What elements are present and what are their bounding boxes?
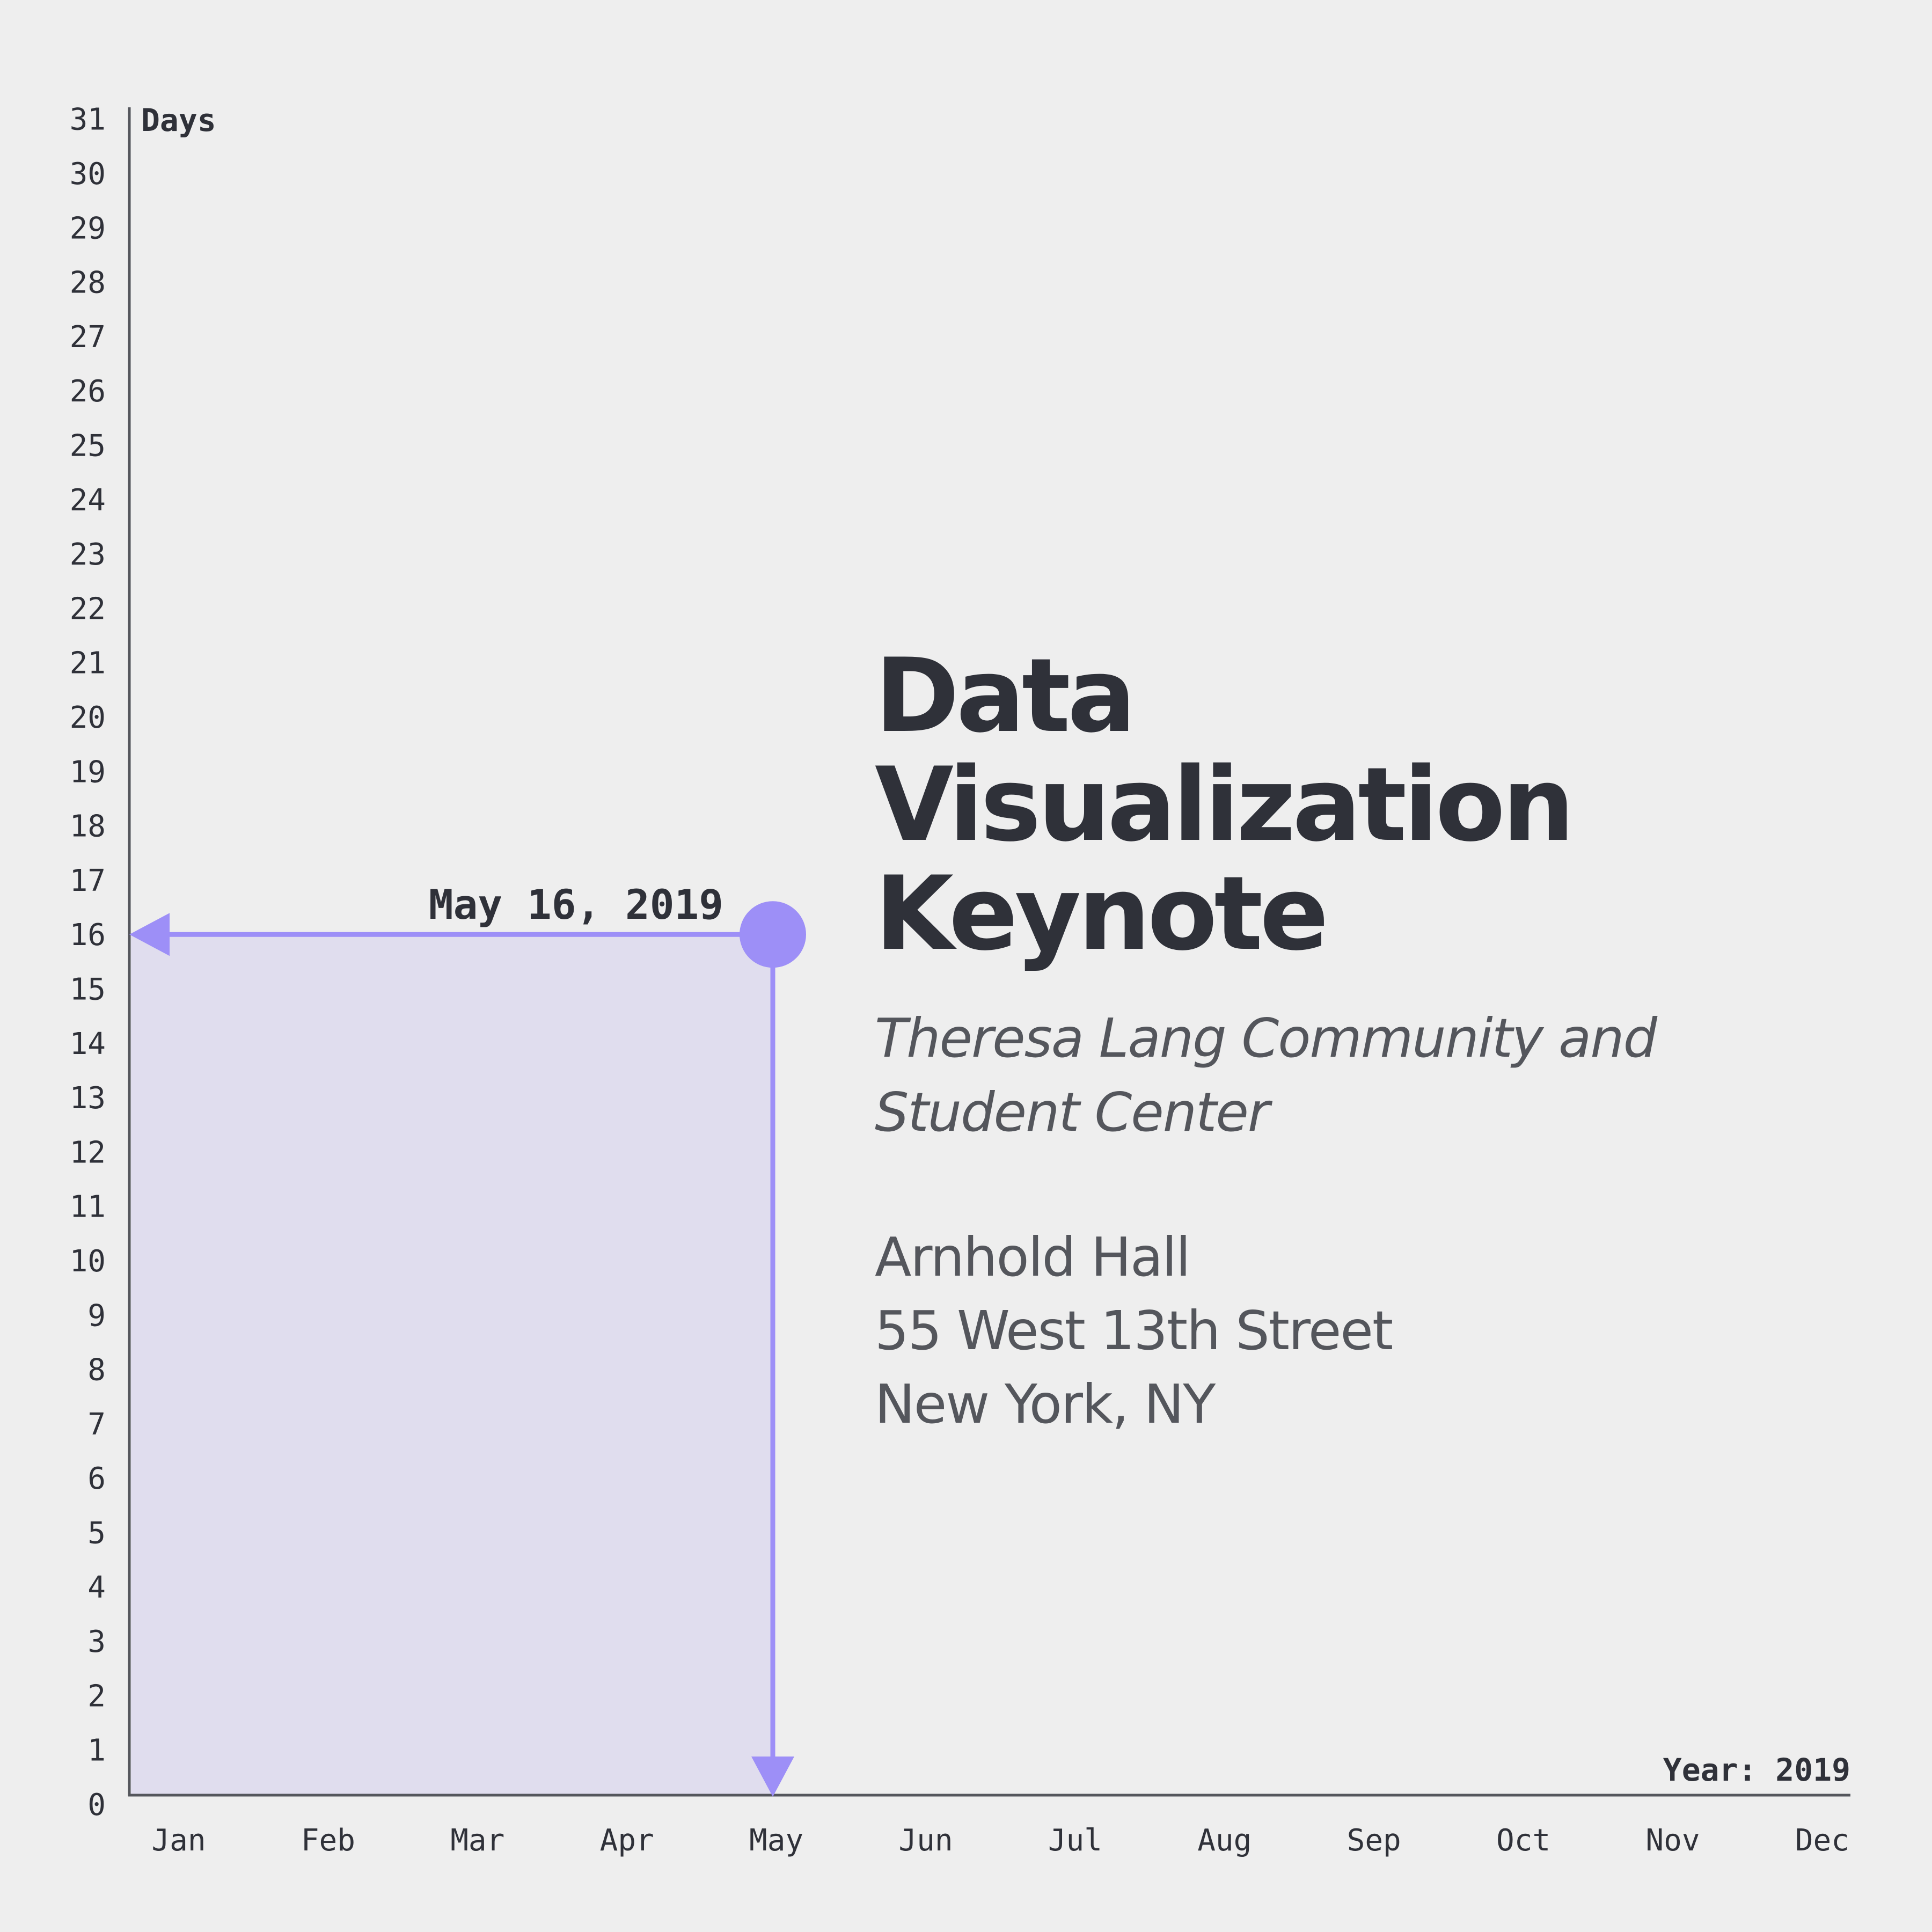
x-tick-label: Aug bbox=[1197, 1823, 1252, 1858]
y-tick-label: 5 bbox=[87, 1516, 106, 1551]
y-tick-label: 26 bbox=[70, 374, 106, 409]
y-tick-label: 19 bbox=[70, 755, 106, 789]
x-tick-label: Feb bbox=[301, 1823, 355, 1858]
y-tick-label: 29 bbox=[70, 211, 106, 246]
event-title-line: Data bbox=[875, 636, 1136, 755]
address-line: 55 West 13th Street bbox=[875, 1299, 1393, 1362]
address-line: Arnhold Hall bbox=[875, 1226, 1191, 1289]
y-tick-label: 21 bbox=[70, 646, 106, 681]
event-venue: Theresa Lang Community and Student Cente… bbox=[875, 1001, 1894, 1150]
y-tick-label: 0 bbox=[87, 1788, 106, 1823]
event-venue-line: Student Center bbox=[875, 1081, 1270, 1144]
x-tick-label: Oct bbox=[1496, 1823, 1550, 1858]
y-tick-labels: 0123456789101112131415161718192021222324… bbox=[70, 103, 106, 1823]
y-tick-label: 30 bbox=[70, 157, 106, 192]
event-address: Arnhold Hall 55 West 13th Street New Yor… bbox=[875, 1220, 1894, 1441]
y-tick-label: 31 bbox=[70, 103, 106, 137]
y-tick-label: 7 bbox=[87, 1407, 106, 1442]
y-tick-label: 4 bbox=[87, 1570, 106, 1605]
y-tick-label: 20 bbox=[70, 700, 106, 735]
x-tick-label: Sep bbox=[1347, 1823, 1401, 1858]
y-tick-label: 18 bbox=[70, 809, 106, 844]
horizontal-arrow-head bbox=[129, 913, 170, 956]
y-tick-label: 23 bbox=[70, 537, 106, 572]
y-tick-label: 2 bbox=[87, 1679, 106, 1714]
vertical-arrow-head bbox=[751, 1757, 794, 1797]
y-tick-label: 25 bbox=[70, 429, 106, 464]
x-tick-label: May bbox=[749, 1823, 803, 1858]
event-venue-line: Theresa Lang Community and bbox=[875, 1007, 1657, 1070]
y-tick-label: 24 bbox=[70, 483, 106, 518]
y-tick-label: 16 bbox=[70, 918, 106, 953]
address-line: New York, NY bbox=[875, 1373, 1216, 1436]
x-tick-label: Jul bbox=[1048, 1823, 1102, 1858]
y-tick-label: 22 bbox=[70, 591, 106, 626]
y-tick-label: 11 bbox=[70, 1190, 106, 1225]
x-tick-label: Dec bbox=[1795, 1823, 1849, 1858]
event-info: Data Visualization Keynote Theresa Lang … bbox=[875, 641, 1894, 1441]
data-point-label: May 16, 2019 bbox=[429, 881, 723, 928]
y-tick-label: 1 bbox=[87, 1733, 106, 1768]
x-tick-label: Mar bbox=[450, 1823, 504, 1858]
y-tick-label: 14 bbox=[70, 1027, 106, 1062]
y-tick-label: 6 bbox=[87, 1461, 106, 1496]
x-tick-label: Apr bbox=[600, 1823, 654, 1858]
highlight-area bbox=[131, 934, 773, 1795]
x-tick-label: Jun bbox=[898, 1823, 953, 1858]
x-tick-label: Jan bbox=[151, 1823, 206, 1858]
event-title-line: Visualization bbox=[875, 745, 1575, 864]
y-tick-label: 12 bbox=[70, 1135, 106, 1170]
x-tick-label: Nov bbox=[1645, 1823, 1700, 1858]
y-axis-label: Days bbox=[141, 102, 216, 138]
y-tick-label: 9 bbox=[87, 1298, 106, 1333]
y-tick-label: 10 bbox=[70, 1244, 106, 1279]
x-axis-label: Year: 2019 bbox=[1663, 1752, 1850, 1788]
event-title: Data Visualization Keynote bbox=[875, 641, 1894, 968]
y-tick-label: 15 bbox=[70, 972, 106, 1007]
y-tick-label: 27 bbox=[70, 320, 106, 355]
y-tick-label: 28 bbox=[70, 266, 106, 301]
y-tick-label: 17 bbox=[70, 863, 106, 898]
y-tick-label: 3 bbox=[87, 1624, 106, 1659]
y-tick-label: 13 bbox=[70, 1081, 106, 1116]
y-tick-label: 8 bbox=[87, 1353, 106, 1388]
x-tick-labels: Jan Feb Mar Apr May Jun Jul Aug Sep Oct Nov Dec bbox=[151, 1823, 1849, 1858]
data-point bbox=[740, 901, 806, 968]
event-title-line: Keynote bbox=[875, 854, 1329, 973]
